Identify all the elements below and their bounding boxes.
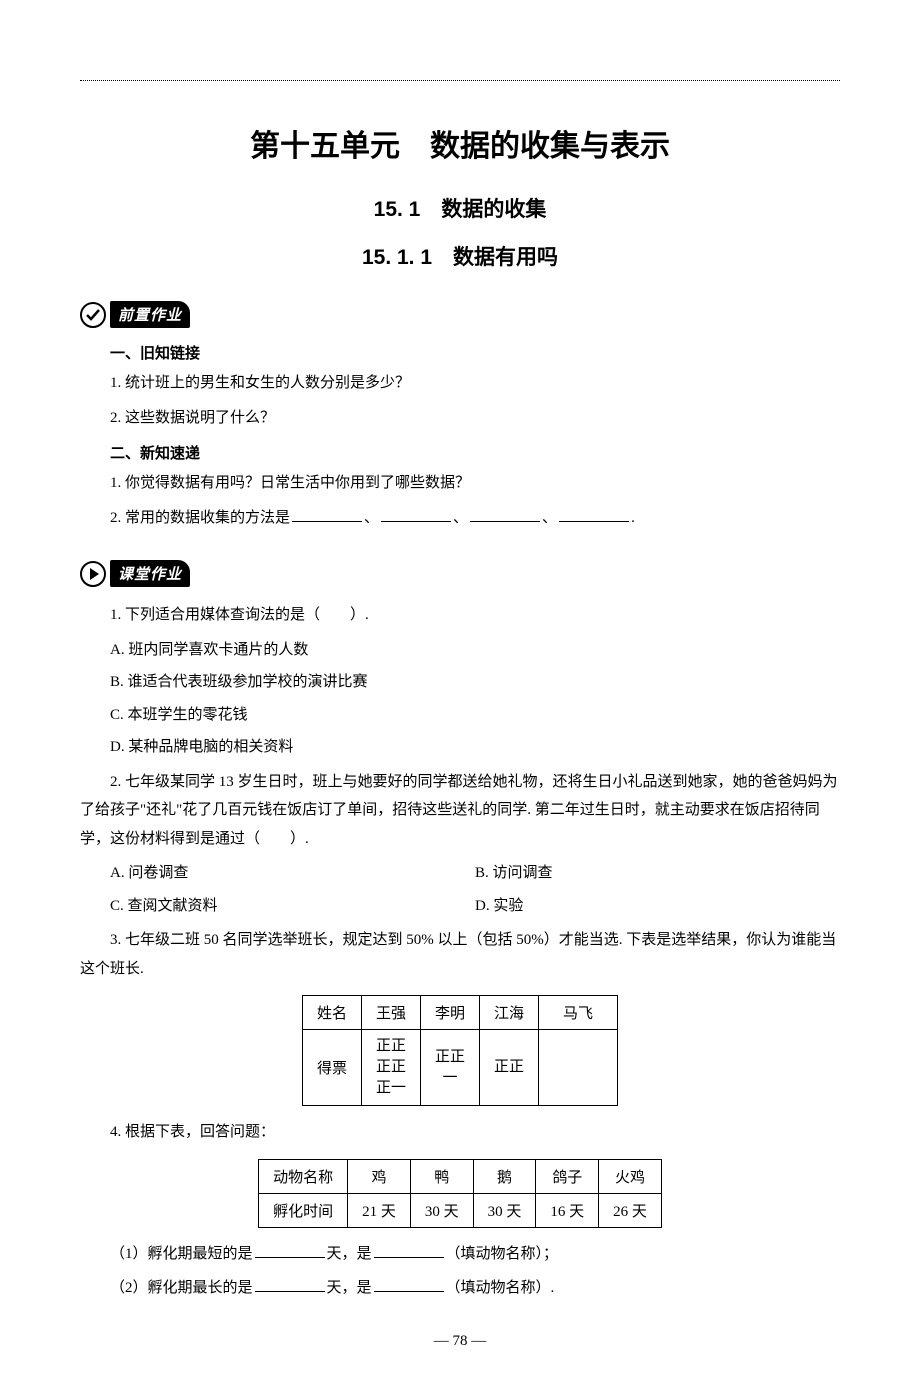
pre-q3: 1. 你觉得数据有用吗？日常生活中你用到了哪些数据？ xyxy=(110,469,840,498)
blank-input[interactable] xyxy=(374,1276,444,1292)
table-header: 马飞 xyxy=(539,996,618,1030)
q2-option-b: B. 访问调查 xyxy=(475,859,840,888)
class-homework-badge: 课堂作业 xyxy=(80,560,840,587)
table-row: 得票 正正 正正 正一 正正 一 正正 xyxy=(302,1030,617,1106)
row-label: 得票 xyxy=(302,1030,361,1106)
q4-2-prefix: （2）孵化期最长的是 xyxy=(110,1280,253,1296)
class-q1: 1. 下列适合用媒体查询法的是（ ）. xyxy=(110,601,840,630)
heading-new-express: 二、新知速递 xyxy=(110,442,840,463)
table-row: 孵化时间 21 天 30 天 30 天 16 天 26 天 xyxy=(259,1193,662,1227)
pre-homework-label: 前置作业 xyxy=(110,301,190,328)
heading-old-link: 一、旧知链接 xyxy=(110,342,840,363)
pre-homework-badge: 前置作业 xyxy=(80,301,840,328)
table-cell: 鸭 xyxy=(410,1159,473,1193)
play-circle-icon xyxy=(80,561,106,587)
q2-options-row1: A. 问卷调查 B. 访问调查 xyxy=(110,859,840,888)
table-header: 王强 xyxy=(361,996,420,1030)
table-header: 姓名 xyxy=(302,996,361,1030)
unit-title: 第十五单元 数据的收集与表示 xyxy=(80,121,840,165)
class-q3: 3. 七年级二班 50 名同学选举班长，规定达到 50% 以上（包括 50%）才… xyxy=(80,926,840,983)
table-cell: 孵化时间 xyxy=(259,1193,348,1227)
q4-2-suffix: （填动物名称）. xyxy=(446,1280,555,1296)
table-row: 动物名称 鸡 鸭 鹅 鸽子 火鸡 xyxy=(259,1159,662,1193)
table-header: 江海 xyxy=(480,996,539,1030)
dotted-divider xyxy=(80,80,840,81)
pre-q4: 2. 常用的数据收集的方法是、、、. xyxy=(110,504,840,533)
table-cell: 鸽子 xyxy=(536,1159,599,1193)
subsection-title: 15. 1. 1 数据有用吗 xyxy=(80,241,840,271)
page-number: — 78 — xyxy=(80,1333,840,1350)
q1-option-d: D. 某种品牌电脑的相关资料 xyxy=(110,733,840,762)
table-cell: 16 天 xyxy=(536,1193,599,1227)
table-header: 李明 xyxy=(421,996,480,1030)
q4-2-mid: 天，是 xyxy=(327,1280,372,1296)
class-homework-label: 课堂作业 xyxy=(110,560,190,587)
tally-cell: 正正 正正 正一 xyxy=(361,1030,420,1106)
table-cell: 21 天 xyxy=(348,1193,411,1227)
blank-input[interactable] xyxy=(470,506,540,522)
section-title: 15. 1 数据的收集 xyxy=(80,193,840,223)
table-cell: 火鸡 xyxy=(599,1159,662,1193)
table-row: 姓名 王强 李明 江海 马飞 xyxy=(302,996,617,1030)
table-cell: 鹅 xyxy=(473,1159,536,1193)
pre-q1: 1. 统计班上的男生和女生的人数分别是多少？ xyxy=(110,369,840,398)
check-circle-icon xyxy=(80,302,106,328)
q1-option-a: A. 班内同学喜欢卡通片的人数 xyxy=(110,636,840,665)
q2-option-d: D. 实验 xyxy=(475,892,840,921)
table-cell: 动物名称 xyxy=(259,1159,348,1193)
blank-input[interactable] xyxy=(381,506,451,522)
blank-input[interactable] xyxy=(292,506,362,522)
blank-input[interactable] xyxy=(255,1276,325,1292)
q1-option-b: B. 谁适合代表班级参加学校的演讲比赛 xyxy=(110,668,840,697)
tally-cell xyxy=(539,1030,618,1106)
incubation-table: 动物名称 鸡 鸭 鹅 鸽子 火鸡 孵化时间 21 天 30 天 30 天 16 … xyxy=(258,1159,662,1228)
q4-1-suffix: （填动物名称）； xyxy=(446,1246,559,1262)
blank-input[interactable] xyxy=(559,506,629,522)
pre-q4-prefix: 2. 常用的数据收集的方法是 xyxy=(110,510,290,526)
tally-cell: 正正 xyxy=(480,1030,539,1106)
tally-cell: 正正 一 xyxy=(421,1030,480,1106)
q2-option-a: A. 问卷调查 xyxy=(110,859,475,888)
q2-options-row2: C. 查阅文献资料 D. 实验 xyxy=(110,892,840,921)
blank-input[interactable] xyxy=(255,1242,325,1258)
pre-q2: 2. 这些数据说明了什么？ xyxy=(110,404,840,433)
election-table: 姓名 王强 李明 江海 马飞 得票 正正 正正 正一 正正 一 正正 xyxy=(302,995,618,1106)
q4-1-mid: 天，是 xyxy=(327,1246,372,1262)
table-cell: 鸡 xyxy=(348,1159,411,1193)
class-q2: 2. 七年级某同学 13 岁生日时，班上与她要好的同学都送给她礼物，还将生日小礼… xyxy=(80,768,840,854)
table-cell: 26 天 xyxy=(599,1193,662,1227)
table-cell: 30 天 xyxy=(410,1193,473,1227)
q4-1-prefix: （1）孵化期最短的是 xyxy=(110,1246,253,1262)
blank-input[interactable] xyxy=(374,1242,444,1258)
q4-sub1: （1）孵化期最短的是 天，是 （填动物名称）； xyxy=(110,1240,840,1269)
q1-option-c: C. 本班学生的零花钱 xyxy=(110,701,840,730)
table-cell: 30 天 xyxy=(473,1193,536,1227)
q2-option-c: C. 查阅文献资料 xyxy=(110,892,475,921)
q4-sub2: （2）孵化期最长的是 天，是 （填动物名称）. xyxy=(110,1274,840,1303)
class-q4: 4. 根据下表，回答问题： xyxy=(110,1118,840,1147)
